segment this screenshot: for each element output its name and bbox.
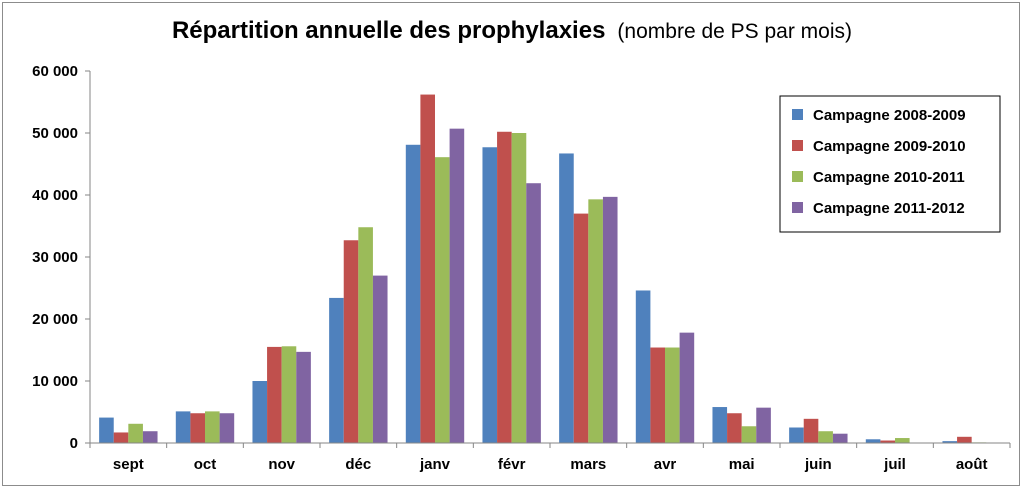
bar-mars-campagne-2008-2009 (559, 153, 574, 443)
bar-sept-campagne-2009-2010 (113, 432, 129, 443)
x-tick-label: août (956, 456, 988, 473)
chart-title: Répartition annuelle des prophylaxies (n… (172, 17, 852, 44)
bar-déc-campagne-2009-2010 (343, 240, 359, 443)
legend-swatch (792, 171, 803, 182)
bar-avr-campagne-2008-2009 (635, 290, 651, 443)
bar-avr-campagne-2011-2012 (679, 332, 695, 443)
bar-juin-campagne-2011-2012 (832, 433, 848, 443)
bar-déc-campagne-2008-2009 (329, 297, 344, 443)
bar-janv-campagne-2010-2011 (435, 157, 450, 443)
bar-avr-campagne-2009-2010 (650, 347, 665, 443)
y-tick-label: 50 000 (32, 125, 78, 142)
bar-juil-campagne-2010-2011 (895, 438, 910, 443)
bar-juil-campagne-2008-2009 (865, 439, 881, 443)
bar-sept-campagne-2010-2011 (128, 423, 143, 443)
x-tick-label: avr (654, 456, 677, 473)
bar-mai-campagne-2010-2011 (741, 426, 757, 443)
bar-mars-campagne-2010-2011 (588, 199, 603, 443)
x-tick-label: déc (345, 456, 371, 473)
x-tick-label: oct (194, 456, 217, 473)
bar-déc-campagne-2011-2012 (372, 275, 388, 443)
y-tick-label: 30 000 (32, 249, 78, 266)
bar-oct-campagne-2010-2011 (205, 411, 220, 443)
bar-août-campagne-2009-2010 (957, 436, 972, 443)
y-axis: 0 10 000 20 000 30 000 40 000 50 000 60 000 (32, 63, 91, 452)
bar-mai-campagne-2008-2009 (712, 407, 728, 443)
x-axis: sept oct nov déc janv févr mars avr mai juin juil a… (89, 442, 1011, 473)
y-tick-label: 0 (70, 435, 78, 452)
x-tick-label: sept (113, 456, 144, 473)
bar-nov-campagne-2011-2012 (296, 351, 311, 443)
bar-mai-campagne-2011-2012 (756, 407, 771, 443)
bar-févr-campagne-2011-2012 (526, 183, 541, 443)
bar-oct-campagne-2008-2009 (175, 411, 191, 443)
chart-title-main: Répartition annuelle des prophylaxies (172, 17, 605, 44)
x-tick-label: juin (804, 456, 832, 473)
legend-label: Campagne 2010-2011 (813, 169, 965, 186)
legend-swatch (792, 140, 803, 151)
bar-nov-campagne-2010-2011 (281, 346, 297, 443)
bars (99, 94, 987, 443)
bar-mars-campagne-2011-2012 (602, 196, 618, 443)
bar-déc-campagne-2010-2011 (358, 227, 373, 443)
bar-janv-campagne-2009-2010 (420, 94, 435, 443)
bar-août-campagne-2008-2009 (942, 441, 958, 443)
x-tick-label: janv (419, 456, 451, 473)
bar-janv-campagne-2008-2009 (405, 144, 421, 443)
y-tick-label: 20 000 (32, 311, 78, 328)
y-tick-label: 60 000 (32, 63, 78, 80)
bar-févr-campagne-2008-2009 (482, 147, 498, 443)
x-tick-label: mai (729, 456, 755, 473)
legend-swatch (792, 109, 803, 120)
x-tick-label: mars (570, 456, 606, 473)
bar-juin-campagne-2009-2010 (803, 418, 819, 443)
bar-juin-campagne-2010-2011 (818, 431, 833, 443)
bar-oct-campagne-2011-2012 (219, 413, 235, 443)
legend: Campagne 2008-2009 Campagne 2009-2010 Camp… (779, 95, 1001, 233)
bar-nov-campagne-2009-2010 (267, 346, 282, 443)
bar-févr-campagne-2009-2010 (497, 131, 512, 443)
bar-févr-campagne-2010-2011 (511, 133, 527, 443)
legend-box (779, 95, 1001, 233)
legend-swatch (792, 202, 803, 213)
legend-label: Campagne 2008-2009 (813, 107, 966, 124)
bar-mai-campagne-2009-2010 (727, 413, 742, 443)
bar-juil-campagne-2009-2010 (880, 440, 895, 443)
x-tick-label: nov (268, 456, 295, 473)
bar-sept-campagne-2008-2009 (99, 417, 114, 443)
legend-label: Campagne 2009-2010 (813, 138, 966, 155)
bar-janv-campagne-2011-2012 (449, 128, 465, 443)
bar-oct-campagne-2009-2010 (190, 413, 205, 443)
x-tick-label: févr (498, 456, 526, 473)
legend-label: Campagne 2011-2012 (813, 200, 965, 217)
bar-sept-campagne-2011-2012 (142, 431, 158, 443)
y-tick-label: 10 000 (32, 373, 78, 390)
bar-avr-campagne-2010-2011 (665, 347, 680, 443)
bar-nov-campagne-2008-2009 (252, 381, 268, 443)
bar-juin-campagne-2008-2009 (789, 427, 804, 443)
y-tick-label: 40 000 (32, 187, 78, 204)
bar-mars-campagne-2009-2010 (573, 213, 589, 443)
x-tick-label: juil (883, 456, 906, 473)
chart-subtitle: (nombre de PS par mois) (617, 20, 852, 43)
